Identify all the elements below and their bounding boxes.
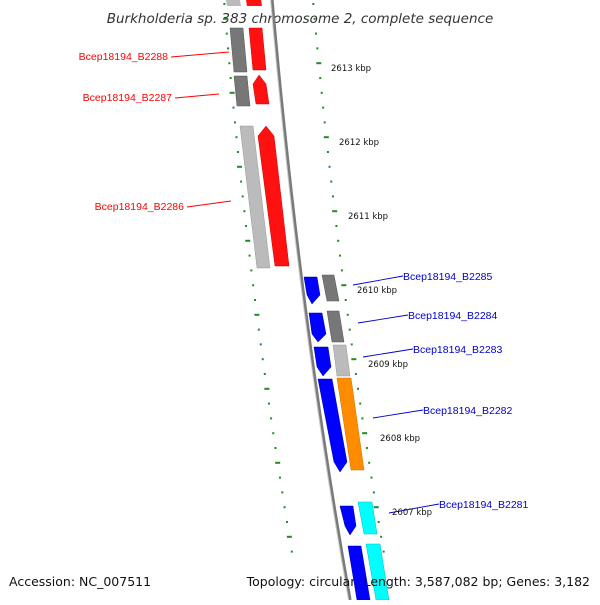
- gene-feature-B2285-gray[interactable]: [321, 274, 340, 302]
- gene-label-B2288[interactable]: Bcep18194_B2288: [79, 51, 168, 63]
- gene-feature-B2287-red[interactable]: [252, 74, 270, 105]
- gene-feature-B2286-gray[interactable]: [239, 125, 271, 269]
- map-title: Burkholderia sp. 383 chromosome 2, compl…: [107, 11, 494, 27]
- gene-feature-B2281-blue[interactable]: [339, 505, 357, 536]
- gene-label-B2284[interactable]: Bcep18194_B2284: [408, 310, 497, 322]
- label-leaders: [170, 51, 440, 514]
- kbp-scale-labels: 2613 kbp 2612 kbp 2611 kbp 2610 kbp 2609…: [331, 64, 432, 518]
- gene-feature-B2284-blue[interactable]: [308, 312, 327, 343]
- gene-feature-bottom-blue: [347, 545, 371, 601]
- leader-B2286: [186, 200, 232, 208]
- leader-B2285: [352, 275, 404, 286]
- feature-track-left: [226, 0, 290, 269]
- kbp-label-2607: 2607 kbp: [392, 508, 432, 518]
- gene-label-B2286[interactable]: Bcep18194_B2286: [95, 201, 184, 213]
- gene-label-B2283[interactable]: Bcep18194_B2283: [413, 344, 502, 356]
- gene-feature-B2285-blue[interactable]: [303, 276, 321, 305]
- gene-feature-B2283-gray[interactable]: [332, 344, 351, 377]
- kbp-label-2612: 2612 kbp: [339, 138, 379, 148]
- gene-labels: Bcep18194_B2288 Bcep18194_B2287 Bcep1819…: [79, 51, 529, 511]
- gene-feature-B2282-orange[interactable]: [336, 377, 365, 471]
- chromosome-backbone: [270, 0, 352, 601]
- feature-track-right: [303, 274, 390, 601]
- gene-label-B2281[interactable]: Bcep18194_B2281: [439, 499, 528, 511]
- genome-summary-text: Topology: circular; Length: 3,587,082 bp…: [246, 574, 590, 589]
- gene-label-B2287[interactable]: Bcep18194_B2287: [83, 92, 172, 104]
- leader-B2281: [388, 503, 440, 514]
- gene-feature-B2283-blue[interactable]: [313, 346, 332, 377]
- gene-feature-B2281-cyan[interactable]: [357, 501, 378, 535]
- leader-B2282: [372, 409, 424, 419]
- kbp-label-2610: 2610 kbp: [357, 286, 397, 296]
- kbp-label-2613: 2613 kbp: [331, 64, 371, 74]
- leader-B2288: [170, 51, 230, 58]
- leader-B2287: [174, 93, 220, 99]
- chromosome-backbone-highlight: [270, 0, 350, 601]
- gene-feature-B2284-gray[interactable]: [326, 310, 345, 343]
- gene-feature-B2282-blue[interactable]: [317, 378, 348, 473]
- leader-B2284: [357, 314, 409, 324]
- gene-feature-B2287-gray[interactable]: [233, 75, 251, 107]
- gene-label-B2285[interactable]: Bcep18194_B2285: [403, 271, 492, 283]
- gene-feature-bottom-cyan: [365, 543, 390, 601]
- accession-text: Accession: NC_007511: [9, 574, 151, 589]
- gene-feature-top-gray: [226, 0, 241, 6]
- kbp-label-2611: 2611 kbp: [348, 212, 388, 222]
- gene-feature-B2288-red[interactable]: [248, 27, 267, 71]
- gene-feature-B2288-gray[interactable]: [229, 27, 248, 73]
- right-tick-row: [312, 3, 385, 553]
- gene-feature-top-red: [246, 0, 262, 6]
- kbp-label-2609: 2609 kbp: [368, 360, 408, 370]
- gene-label-B2282[interactable]: Bcep18194_B2282: [423, 405, 512, 417]
- leader-B2283: [362, 348, 414, 358]
- left-tick-row: [223, 3, 293, 553]
- gene-feature-B2286-red[interactable]: [257, 125, 290, 267]
- kbp-label-2608: 2608 kbp: [380, 434, 420, 444]
